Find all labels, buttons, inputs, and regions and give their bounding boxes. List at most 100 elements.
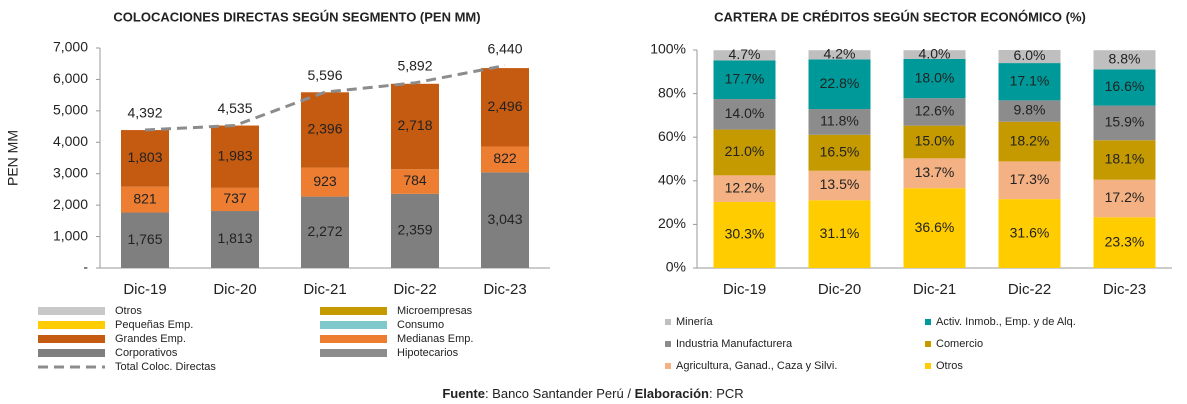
bar-segment <box>1093 50 1156 70</box>
bar-segment <box>903 125 966 159</box>
x-tick-label: Dic-23 <box>483 281 526 298</box>
source-text: : Banco Santander Perú / <box>485 386 635 401</box>
data-label: 4,392 <box>127 105 162 121</box>
bar-segment <box>1093 69 1156 106</box>
legend-swatch <box>925 319 931 325</box>
legend-label: Pequeñas Emp. <box>115 319 193 331</box>
data-label: 4,535 <box>217 100 252 116</box>
data-label: 16.6% <box>1105 78 1145 94</box>
bar-segment <box>301 196 349 268</box>
bar-segment <box>301 92 349 168</box>
y-tick-label: 80% <box>658 84 686 100</box>
data-label: 737 <box>223 190 247 206</box>
data-label: 18.2% <box>1010 132 1050 148</box>
data-label: 14.0% <box>725 105 765 121</box>
bar-segment <box>808 170 871 201</box>
bar-segment <box>301 167 349 197</box>
bar-segment <box>808 59 871 110</box>
bar-segment <box>998 161 1061 200</box>
data-label: 13.5% <box>820 176 860 192</box>
data-label: 1,765 <box>127 231 162 247</box>
legend-label: Hipotecarios <box>397 347 459 359</box>
bar-segment <box>998 50 1061 64</box>
source-note: Fuente: Banco Santander Perú / Elaboraci… <box>442 386 743 401</box>
bar-segment <box>713 60 776 100</box>
data-label: 17.2% <box>1105 189 1145 205</box>
legend-swatch <box>320 335 387 343</box>
data-label: 31.6% <box>1010 224 1050 240</box>
legend-swatch <box>38 335 105 343</box>
legend-swatch <box>320 349 387 357</box>
y-tick-label: 4,000 <box>53 133 88 149</box>
y-axis-label: PEN MM <box>5 130 21 186</box>
y-tick-label: 100% <box>650 41 686 57</box>
legend-label: Microempresas <box>397 305 473 317</box>
data-label: 12.6% <box>915 103 955 119</box>
bar-segment <box>121 212 169 268</box>
data-label: 12.2% <box>725 179 765 195</box>
legend-label: Comercio <box>936 338 983 350</box>
x-tick-label: Dic-23 <box>1103 281 1146 298</box>
legend-swatch <box>38 307 105 315</box>
y-tick-label: 0% <box>666 259 686 275</box>
bar-segment <box>713 99 776 130</box>
data-label: 6,440 <box>487 40 522 56</box>
legend-label: Agricultura, Ganad., Caza y Silvi. <box>676 360 837 372</box>
data-label: 6.0% <box>1014 47 1046 63</box>
bar-segment <box>481 172 529 268</box>
bar-segment <box>1093 179 1156 218</box>
bar-segment <box>211 211 259 268</box>
legend-label: Minería <box>676 316 714 328</box>
data-label: 16.5% <box>820 143 860 159</box>
legend-swatch <box>320 307 387 315</box>
y-tick-label: 1,000 <box>53 227 88 243</box>
total-line <box>144 64 506 132</box>
data-label: 2,496 <box>487 98 522 114</box>
data-label: 17.3% <box>1010 171 1050 187</box>
legend-swatch <box>665 319 671 325</box>
data-label: 15.0% <box>915 133 955 149</box>
legend-label: Activ. Inmob., Emp. y de Alq. <box>936 316 1076 328</box>
data-label: 4.2% <box>824 45 856 61</box>
data-label: 822 <box>493 150 517 166</box>
bar-segment <box>713 129 776 176</box>
y-tick-label: 60% <box>658 128 686 144</box>
legend-swatch <box>38 349 105 357</box>
y-tick-label: - <box>83 259 88 275</box>
bar-segment <box>1093 140 1156 180</box>
bar-segment <box>903 158 966 189</box>
data-label: 4.0% <box>919 45 951 61</box>
x-tick-label: Dic-19 <box>723 281 766 298</box>
data-label: 1,813 <box>217 230 252 246</box>
bar-segment <box>211 125 259 188</box>
data-label: 2,359 <box>397 222 432 238</box>
legend-label: Otros <box>936 360 963 372</box>
y-tick-label: 5,000 <box>53 102 88 118</box>
x-tick-label: Dic-22 <box>1008 281 1051 298</box>
data-label: 4.7% <box>729 46 761 62</box>
legend-swatch <box>925 363 931 369</box>
data-label: 2,718 <box>397 117 432 133</box>
legend-swatch <box>665 363 671 369</box>
y-tick-label: 7,000 <box>53 39 88 55</box>
y-tick-label: 40% <box>658 172 686 188</box>
bar-segment <box>121 186 169 213</box>
bar-segment <box>998 121 1061 162</box>
bar-segment <box>713 175 776 202</box>
data-label: 1,983 <box>217 147 252 163</box>
bar-segment <box>1093 105 1156 141</box>
data-label: 15.9% <box>1105 114 1145 130</box>
source-label: Elaboración <box>635 386 709 401</box>
data-label: 17.1% <box>1010 72 1050 88</box>
bar-segment <box>391 169 439 194</box>
bar-segment <box>903 50 966 59</box>
x-tick-label: Dic-20 <box>213 281 256 298</box>
bar-segment <box>808 134 871 171</box>
bar-segment <box>808 50 871 60</box>
bar-segment <box>211 187 259 212</box>
data-label: 923 <box>313 173 337 189</box>
legend-label: Total Coloc. Directas <box>115 361 216 373</box>
bar-segment <box>391 83 439 170</box>
bar-segment <box>903 188 966 268</box>
